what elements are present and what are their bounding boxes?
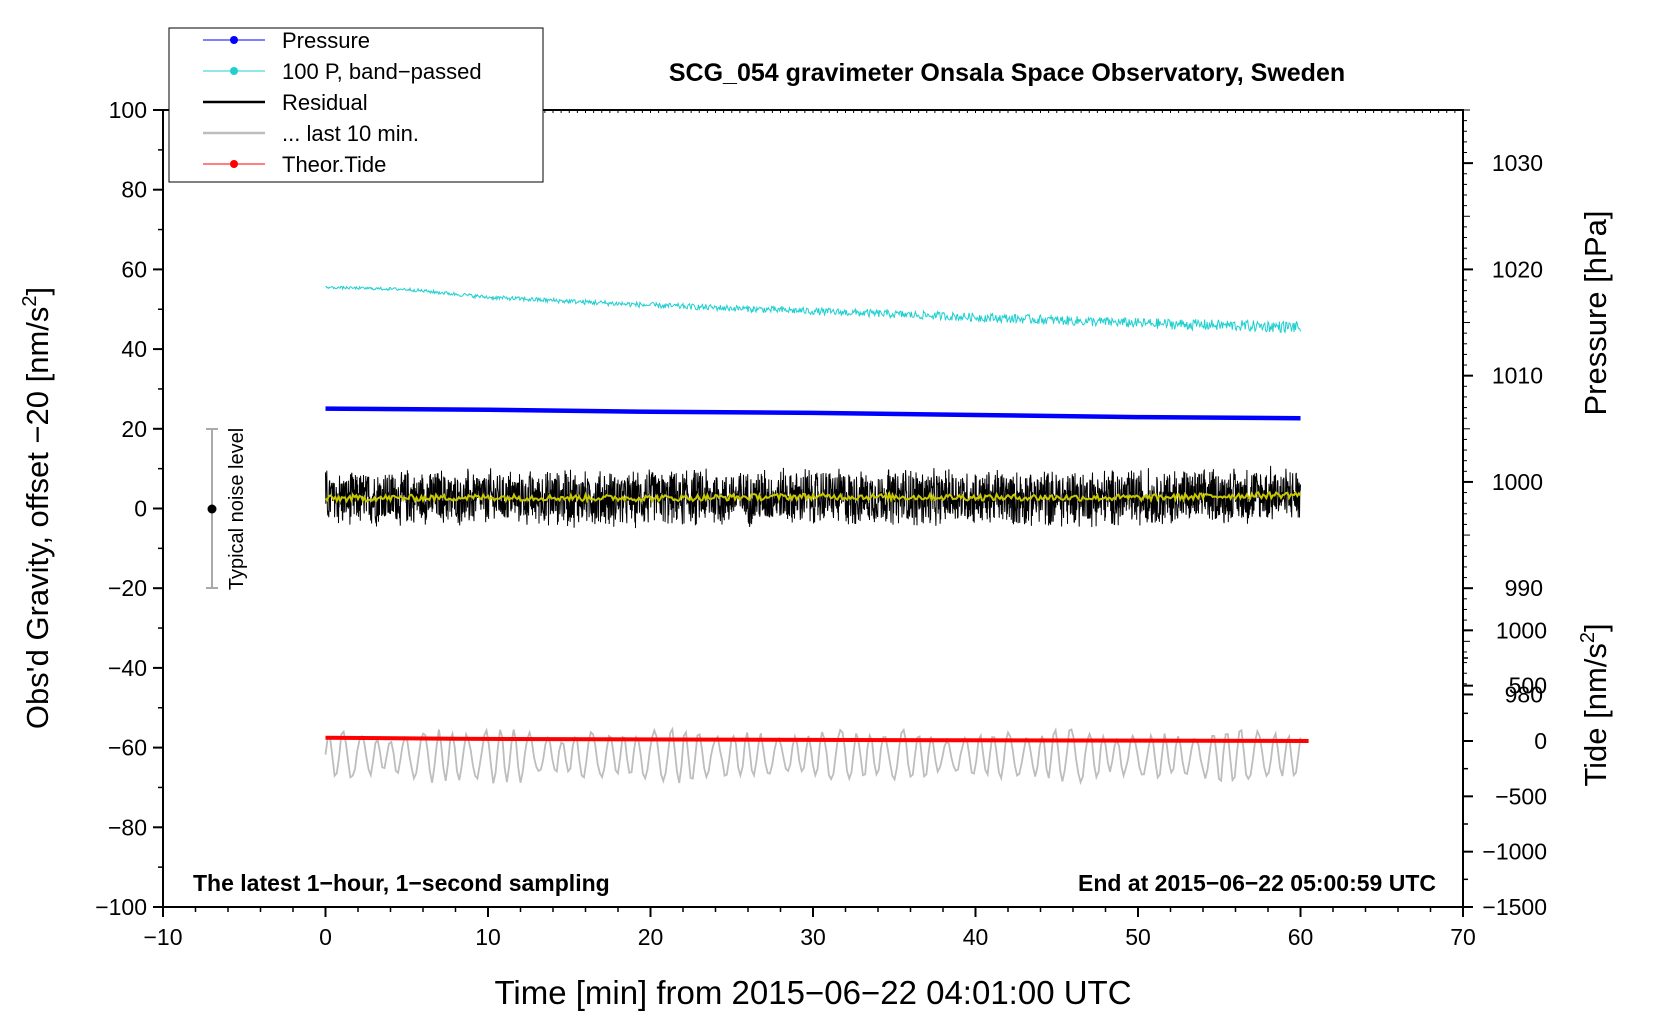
x-tick-label: 20: [638, 924, 664, 950]
legend-marker: [230, 67, 238, 75]
series-residual: [325, 465, 1301, 529]
y-pressure-tick-label: 1000: [1492, 469, 1543, 495]
y-left-tick-label: −60: [108, 735, 147, 761]
x-tick-label: 50: [1125, 924, 1151, 950]
chart-title: SCG_054 gravimeter Onsala Space Observat…: [669, 59, 1345, 87]
series-pressure: [325, 406, 1301, 421]
x-tick-label: 60: [1288, 924, 1314, 950]
y-axis-label-left: Obs'd Gravity, offset −20 [nm/s2]: [19, 287, 55, 729]
y-tide-tick-label: −1000: [1482, 839, 1547, 865]
y-tide-tick-label: −1500: [1482, 894, 1547, 920]
y-tide-tick-label: 500: [1509, 673, 1547, 699]
legend-label: Residual: [282, 90, 368, 115]
series-bandpassed: [325, 285, 1301, 334]
y-axis-label-left-text: Obs'd Gravity, offset −20 [nm/s: [20, 307, 55, 730]
legend-label: Theor.Tide: [282, 152, 386, 177]
y-pressure-tick-label: 980: [1505, 681, 1543, 707]
noise-bar-center: [207, 504, 217, 514]
x-tick-label: −10: [143, 924, 182, 950]
x-tick-label: 70: [1450, 924, 1476, 950]
y-tide-tick-label: 1000: [1496, 617, 1547, 643]
y-left-tick-label: 0: [134, 496, 147, 522]
legend-marker: [230, 160, 238, 168]
y-axis-label-tide-sup: 2: [1577, 632, 1599, 643]
y-axis-label-tide-text: Tide [nm/s: [1578, 643, 1613, 787]
y-left-tick-label: 60: [121, 256, 147, 282]
y-left-tick-label: −100: [95, 894, 147, 920]
annotation-bottom-right: End at 2015−06−22 05:00:59 UTC: [1078, 870, 1436, 896]
y-axis-label-tide-close: ]: [1578, 623, 1613, 632]
series-tide: [325, 735, 1309, 743]
series-residual-smoothed: [324, 490, 1302, 504]
legend: Pressure 100 P, band−passed Residual ... la…: [168, 27, 544, 183]
series-layer: [324, 285, 1309, 786]
x-tick-label: 10: [475, 924, 501, 950]
y-left-tick-label: −40: [108, 655, 147, 681]
legend-label: 100 P, band−passed: [282, 59, 482, 84]
annotation-bottom-left: The latest 1−hour, 1−second sampling: [193, 870, 610, 896]
y-left-tick-label: −80: [108, 814, 147, 840]
y-pressure-tick-label: 1010: [1492, 363, 1543, 389]
x-tick-label: 30: [800, 924, 826, 950]
y-left-tick-label: −20: [108, 575, 147, 601]
legend-box: [168, 27, 544, 183]
axes-layer: −10 0 10 20 30 40 50 60 70−100−80−60−40−20020406…: [95, 97, 1547, 950]
y-pressure-tick-label: 990: [1505, 575, 1543, 601]
y-left-tick-label: 100: [109, 97, 147, 123]
legend-items: Pressure 100 P, band−passed Residual ... la…: [203, 28, 482, 177]
x-tick-label: 0: [319, 924, 332, 950]
y-left-tick-label: 20: [121, 416, 147, 442]
legend-label: ... last 10 min.: [282, 121, 419, 146]
y-left-tick-label: 80: [121, 177, 147, 203]
y-axis-label-left-sup: 2: [19, 295, 41, 306]
y-axis-label-tide: Tide [nm/s2]: [1577, 623, 1613, 786]
x-axis-label: Time [min] from 2015−06−22 04:01:00 UTC: [494, 974, 1131, 1011]
x-tick-label: 40: [963, 924, 989, 950]
y-left-tick-label: 40: [121, 336, 147, 362]
y-axis-label-pressure: Pressure [hPa]: [1578, 210, 1613, 415]
y-axis-label-left-close: ]: [20, 287, 55, 296]
legend-label: Pressure: [282, 28, 370, 53]
y-tide-tick-label: 0: [1534, 728, 1547, 754]
y-pressure-tick-label: 1020: [1492, 256, 1543, 282]
noise-label: Typical noise level: [226, 428, 248, 590]
y-tide-tick-label: −500: [1495, 783, 1547, 809]
plot-area: Typical noise level The latest 1−hour, 1…: [162, 109, 1464, 908]
noise-bar: Typical noise level: [206, 428, 248, 590]
y-pressure-tick-label: 1030: [1492, 150, 1543, 176]
legend-marker: [230, 36, 238, 44]
